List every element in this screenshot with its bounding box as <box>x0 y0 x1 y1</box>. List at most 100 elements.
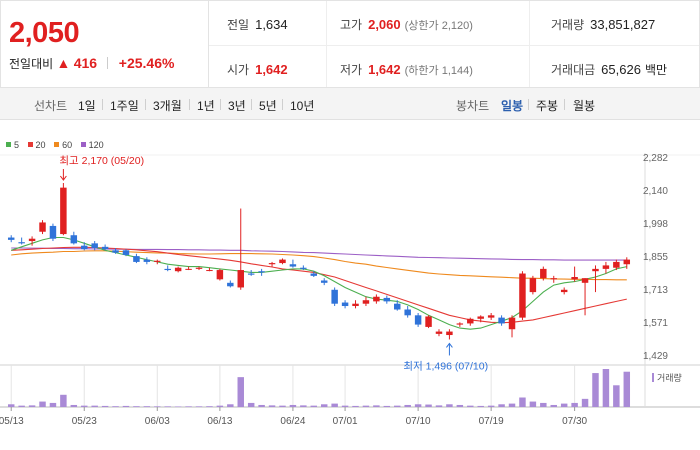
volume-bar <box>581 398 589 407</box>
x-tick-label: 05/13 <box>0 416 24 427</box>
volume-bar <box>331 403 338 407</box>
volume-bar <box>143 406 151 407</box>
period-button-3m[interactable]: 3개월 <box>153 99 182 113</box>
candle-body <box>467 318 474 324</box>
legend-swatch <box>6 142 11 147</box>
divider <box>251 99 252 110</box>
legend-item-ma5: 5 <box>6 140 19 150</box>
candle-button-weekly[interactable]: 주봉 <box>536 99 559 113</box>
period-button-5y[interactable]: 5년 <box>259 99 277 113</box>
volume-bar <box>49 402 57 407</box>
legend-item-ma20: 20 <box>27 140 46 150</box>
period-button-10y[interactable]: 10년 <box>290 99 315 113</box>
period-button-1d[interactable]: 1일 <box>78 99 96 113</box>
volume-bar <box>195 406 203 407</box>
volume-bar <box>373 405 380 407</box>
candle-body <box>195 267 203 269</box>
candle-body <box>122 250 130 255</box>
candle-body <box>174 267 182 272</box>
legend-label: 60 <box>62 140 73 150</box>
volume-bar <box>508 403 516 407</box>
volume-bar <box>487 405 495 407</box>
volume-bar <box>394 405 401 407</box>
candle-body <box>581 278 589 283</box>
volume-bar <box>477 405 484 407</box>
candle-button-daily[interactable]: 일봉 <box>501 99 524 113</box>
candle-body <box>227 282 234 287</box>
stat-unit: 백만 <box>644 63 668 77</box>
candle-button-monthly[interactable]: 월봉 <box>573 99 596 113</box>
candle-body <box>529 278 537 293</box>
candle-body <box>487 315 495 318</box>
volume-bar <box>529 401 537 407</box>
candle-body <box>519 273 526 318</box>
stat-value: 1,634 <box>255 17 288 32</box>
stat-low: 저가 1,642 (하한가 1,144) <box>340 61 473 78</box>
candle-body <box>414 315 422 325</box>
volume-bar <box>435 405 443 407</box>
candle-body <box>60 187 67 235</box>
volume-bar <box>268 405 276 407</box>
candle-body <box>373 296 380 302</box>
divider <box>529 1 530 87</box>
candle-body <box>456 323 464 325</box>
candle-body <box>623 259 631 265</box>
line-chart-label: 선차트 <box>34 99 68 113</box>
chart-axes: 2,282 2,140 1,998 1,855 1,713 1,571 1,429 05/13… <box>0 153 668 427</box>
volume-bar <box>602 369 610 407</box>
legend-swatch <box>54 142 60 147</box>
y-tick-label: 1,998 <box>643 219 668 230</box>
volume-bar <box>91 405 98 407</box>
period-button-1w[interactable]: 1주일 <box>110 99 139 113</box>
legend-label: 5 <box>14 140 20 150</box>
stat-value: 1,642 <box>368 62 401 77</box>
candle-body <box>404 309 411 316</box>
volume-bar <box>7 404 15 407</box>
high-annotation: 최고 2,170 (05/20) <box>59 155 144 167</box>
period-button-1y[interactable]: 1년 <box>197 99 215 113</box>
candle-body <box>602 265 610 269</box>
x-tick-label: 06/24 <box>280 416 305 427</box>
y-tick-label: 2,282 <box>643 153 668 164</box>
divider <box>528 99 529 110</box>
candle-body <box>300 267 307 269</box>
volume-bar <box>540 402 547 407</box>
volume-bar <box>300 405 307 407</box>
period-button-3y[interactable]: 3년 <box>228 99 246 113</box>
up-arrow-icon: ▲ <box>56 55 71 71</box>
volume-bar <box>247 402 255 407</box>
candle-body <box>28 238 36 242</box>
candle-body <box>362 300 370 304</box>
candle-body <box>435 331 443 334</box>
candle-body <box>498 317 505 324</box>
volume-bar <box>39 401 46 407</box>
divider <box>564 99 565 110</box>
candle-body <box>154 260 161 262</box>
change-row: 전일대비 ▲ 416 +25.46% <box>9 55 174 72</box>
volume-bar <box>498 404 505 407</box>
candle-body <box>613 261 620 268</box>
candle-body <box>477 316 484 319</box>
stat-volume: 거래량 33,851,827 <box>551 16 655 33</box>
volume-bar <box>279 405 286 407</box>
volume-bar <box>112 406 119 407</box>
candle-body <box>592 268 599 272</box>
low-arrow-icon <box>446 342 453 348</box>
stat-value: 2,060 <box>368 17 401 32</box>
candlestick-chart[interactable]: 2,282 2,140 1,998 1,855 1,713 1,571 1,429 05/13… <box>0 120 700 450</box>
divider <box>189 99 190 110</box>
volume-bar <box>310 405 318 407</box>
low-annotation: 최저 1,496 (07/10) <box>403 360 488 372</box>
volume-bar <box>571 402 578 407</box>
volume-bar <box>352 405 359 407</box>
change-value: 416 <box>73 55 98 71</box>
candle-body <box>508 317 516 330</box>
candle-body <box>7 237 15 240</box>
candle-body <box>185 268 192 270</box>
volume-legend-swatch <box>652 373 654 382</box>
candle-body <box>394 303 401 310</box>
y-tick-label: 1,855 <box>643 252 668 263</box>
x-tick-label: 07/30 <box>562 416 587 427</box>
stat-label: 전일 <box>227 18 250 32</box>
